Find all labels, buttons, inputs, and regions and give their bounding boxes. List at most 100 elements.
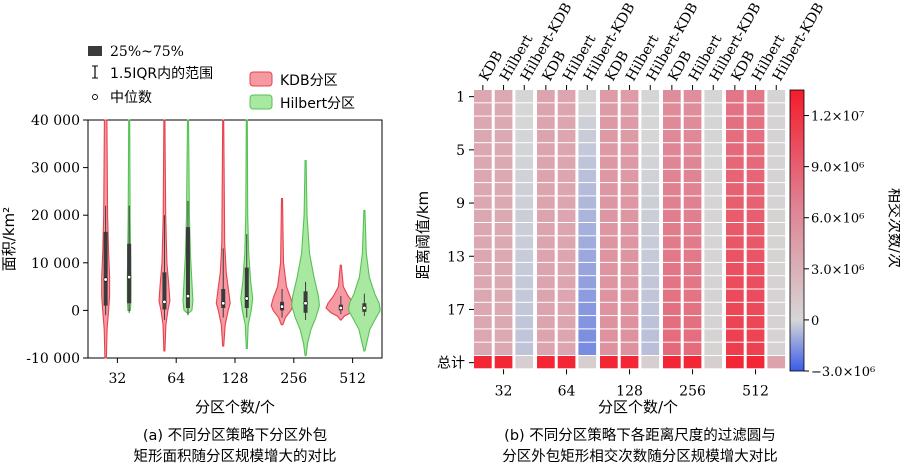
heatmap-cell-64-Hilbert-KDB [578, 223, 597, 236]
heatmap-cell-512-KDB [726, 249, 744, 262]
heatmap-cell-32-KDB [474, 169, 492, 183]
heatmap-cell-256-KDB [663, 249, 681, 262]
heatmap-cell-64-Hilbert [557, 143, 576, 156]
heatmap-cell-32-Hilbert [494, 236, 513, 249]
heatmap-cell-64-KDB [537, 209, 555, 222]
heatmap-cell-32-KDB [474, 329, 492, 342]
median-kdb-256 [279, 304, 285, 309]
heatmap-cell-512-Hilbert [746, 289, 765, 302]
heatmap-cell-256-Hilbert-KDB [704, 249, 723, 262]
heatmap-cell-512-Hilbert-KDB [767, 289, 786, 302]
heatmap-cell-128-Hilbert [620, 342, 639, 355]
heatmap-cell-512-Hilbert-KDB [767, 356, 786, 369]
heatmap-cell-64-Hilbert [557, 249, 576, 262]
heatmap-cell-64-Hilbert-KDB [578, 129, 597, 143]
heatmap-panel: KDBHilbertHilbert-KDBKDBHilbertHilbert-K… [414, 0, 900, 465]
heatmap-cell-64-KDB [537, 90, 555, 103]
heatmap-cell-512-Hilbert [746, 262, 765, 276]
heatmap-cell-64-Hilbert-KDB [578, 356, 597, 369]
heatmap-cell-512-Hilbert-KDB [767, 342, 786, 355]
row-tick-label: 1 [456, 90, 465, 106]
x-tick-label: 128 [222, 371, 249, 387]
heatmap-cell-512-Hilbert-KDB [767, 249, 786, 262]
heatmap-cell-256-Hilbert-KDB [704, 169, 723, 183]
group-tick-label: 64 [558, 383, 576, 399]
heatmap-cell-256-Hilbert [683, 236, 702, 249]
heatmap-cell-128-KDB [600, 329, 618, 342]
heatmap-cell-64-Hilbert-KDB [578, 183, 597, 196]
violin-hilbert-512 [348, 209, 381, 352]
heatmap-cell-512-Hilbert [746, 276, 765, 289]
heatmap-cell-256-Hilbert-KDB [704, 183, 723, 196]
heatmap-cell-512-Hilbert [746, 329, 765, 342]
y-tick-label: 40 000 [31, 113, 80, 129]
x-tick-label: 32 [108, 371, 126, 387]
heatmap-cell-256-Hilbert [683, 196, 702, 209]
legend-hilbert-swatch [249, 94, 273, 110]
heatmap-cell-32-KDB [474, 90, 492, 103]
heatmap-cell-64-Hilbert-KDB [578, 329, 597, 342]
colorbar [789, 89, 805, 372]
heatmap-cell-128-Hilbert-KDB [641, 90, 660, 103]
heatmap-column-headers: KDBHilbertHilbert-KDBKDBHilbertHilbert-K… [476, 0, 827, 90]
heatmap-cell-128-Hilbert-KDB [641, 289, 660, 302]
legend-hilbert-label: Hilbert分区 [280, 96, 355, 112]
legend-whisker-label: 1.5IQR内的范围 [110, 65, 213, 82]
heatmap-cell-256-KDB [663, 342, 681, 355]
heatmap-cell-128-Hilbert-KDB [641, 196, 660, 209]
heatmap-cell-128-KDB [600, 249, 618, 262]
heatmap-cell-256-Hilbert [683, 262, 702, 276]
heatmap-cell-512-Hilbert [746, 129, 765, 143]
heatmap-cell-128-Hilbert-KDB [641, 129, 660, 143]
colorbar-ticks: −3.0×10⁶ 0 3.0×10⁶ 6.0×10⁶ 9.0×10⁶ 1.2×10⁷ [804, 110, 875, 380]
heatmap-cell-64-Hilbert [557, 156, 576, 169]
heatmap-cell-32-KDB [474, 356, 492, 369]
heatmap-cell-512-KDB [726, 276, 744, 289]
heatmap-cell-512-Hilbert-KDB [767, 90, 786, 103]
heatmap-cell-512-KDB [726, 90, 744, 103]
heatmap-cell-256-Hilbert [683, 249, 702, 262]
heatmap-cell-32-Hilbert-KDB [515, 356, 534, 369]
heatmap-cell-32-KDB [474, 276, 492, 289]
heatmap-cell-128-Hilbert-KDB [641, 143, 660, 156]
heatmap-cell-256-KDB [663, 90, 681, 103]
heatmap-cell-128-Hilbert [620, 116, 639, 129]
heatmap-cell-128-Hilbert-KDB [641, 156, 660, 169]
heatmap-cell-32-Hilbert [494, 209, 513, 222]
x-tick-label: 64 [167, 371, 185, 387]
heatmap-cell-512-Hilbert-KDB [767, 156, 786, 169]
iqr-box-hilbert-128 [244, 267, 249, 309]
heatmap-cell-512-Hilbert-KDB [767, 169, 786, 183]
heatmap-cell-64-Hilbert-KDB [578, 156, 597, 169]
caption-a-line2: 矩形面积随分区规模增大的对比 [134, 448, 337, 465]
heatmap-cell-128-Hilbert [620, 329, 639, 342]
median-hilbert-64 [185, 294, 191, 299]
heatmap-cell-128-Hilbert [620, 103, 639, 116]
group-tick-label: 256 [679, 383, 706, 399]
y-axis-ticks: -10 000 0 10 000 20 000 30 000 40 000 [26, 113, 88, 367]
iqr-box-kdb-128 [221, 288, 226, 309]
heatmap-cell-512-Hilbert [746, 223, 765, 236]
heatmap-cell-512-KDB [726, 342, 744, 355]
heatmap-cell-512-Hilbert [746, 356, 765, 369]
heatmap-cell-128-KDB [600, 302, 618, 316]
heatmap-cell-32-Hilbert [494, 329, 513, 342]
group-tick-label: 128 [616, 383, 643, 399]
heatmap-cell-256-Hilbert-KDB [704, 276, 723, 289]
colorbar-tick-label: 3.0×10⁶ [811, 263, 864, 278]
median-hilbert-512 [362, 305, 367, 311]
heatmap-cell-128-Hilbert-KDB [641, 302, 660, 316]
heatmap-cell-128-Hilbert [620, 356, 639, 369]
heatmap-cell-32-Hilbert-KDB [515, 183, 534, 196]
heatmap-cell-32-KDB [474, 143, 492, 156]
heatmap-cell-256-KDB [663, 302, 681, 316]
heatmap-cell-512-Hilbert-KDB [767, 129, 786, 143]
heatmap-cell-64-Hilbert [557, 262, 576, 276]
heatmap-cell-512-Hilbert-KDB [767, 103, 786, 116]
legend-median-swatch [92, 94, 98, 100]
heatmap-cell-128-Hilbert [620, 156, 639, 169]
heatmap-cell-64-KDB [537, 196, 555, 209]
heatmap-cell-32-Hilbert [494, 342, 513, 355]
heatmap-cell-256-Hilbert-KDB [704, 156, 723, 169]
